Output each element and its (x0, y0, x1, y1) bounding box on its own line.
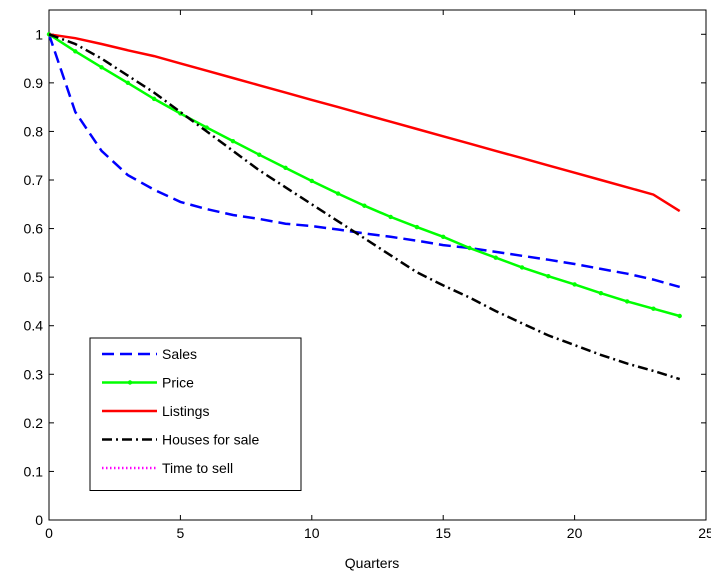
y-tick-label: 0.6 (24, 221, 44, 237)
legend-box (89, 337, 302, 491)
data-point (309, 178, 314, 184)
series-layer (46, 32, 682, 381)
y-tick-label: 0.2 (24, 415, 44, 431)
x-tick-label: 10 (304, 525, 320, 541)
data-point (125, 80, 131, 86)
data-point (598, 290, 604, 296)
x-tick-label: 15 (435, 525, 451, 541)
y-tick-label: 0.9 (24, 75, 44, 91)
x-tick-label: 0 (45, 525, 53, 541)
x-tick-label: 20 (567, 525, 583, 541)
legend-label: Price (162, 375, 194, 391)
data-point (73, 49, 78, 54)
y-tick-label: 1 (35, 26, 43, 42)
data-point (624, 299, 630, 304)
legend-label: Houses for sale (162, 432, 259, 448)
data-point (519, 265, 525, 270)
data-point (99, 65, 104, 70)
data-point (493, 255, 498, 260)
y-tick-label: 0.3 (24, 366, 44, 382)
data-point (546, 273, 551, 279)
data-point (572, 282, 577, 287)
data-point (441, 234, 446, 240)
x-tick-label: 25 (698, 525, 711, 541)
y-tick-label: 0.5 (24, 269, 44, 285)
data-point (283, 165, 288, 171)
legend: Sales Price Listings Houses for sale Time to… (89, 337, 302, 491)
data-point (677, 313, 682, 319)
series-line-listings (48, 33, 681, 213)
x-axis: 0 5 10 15 20 25 (45, 10, 711, 541)
x-tick-label: 5 (177, 525, 185, 541)
data-point (414, 224, 420, 230)
data-point (204, 125, 209, 130)
data-point (151, 96, 157, 102)
legend-label: Time to sell (162, 460, 233, 476)
data-point (257, 152, 262, 157)
data-point (335, 191, 341, 196)
data-point (388, 214, 393, 220)
y-tick-label: 0.8 (24, 123, 44, 139)
y-axis: 0 0.1 0.2 0.3 0.4 0.5 0.6 0.7 0.8 0.9 1 (24, 26, 706, 528)
x-axis-label: Quarters (345, 555, 399, 571)
legend-label: Listings (162, 403, 209, 419)
data-point (362, 203, 367, 208)
legend-label: Sales (162, 346, 197, 362)
data-point (467, 245, 472, 251)
legend-marker (127, 380, 133, 385)
data-point (651, 306, 656, 311)
y-tick-label: 0.7 (24, 172, 44, 188)
y-tick-label: 0 (35, 512, 43, 528)
series-line-houses-for-sale (48, 33, 681, 381)
series-line-sales (47, 33, 681, 289)
data-point (230, 138, 236, 144)
y-tick-label: 0.4 (24, 318, 44, 334)
y-tick-label: 0.1 (24, 463, 44, 479)
